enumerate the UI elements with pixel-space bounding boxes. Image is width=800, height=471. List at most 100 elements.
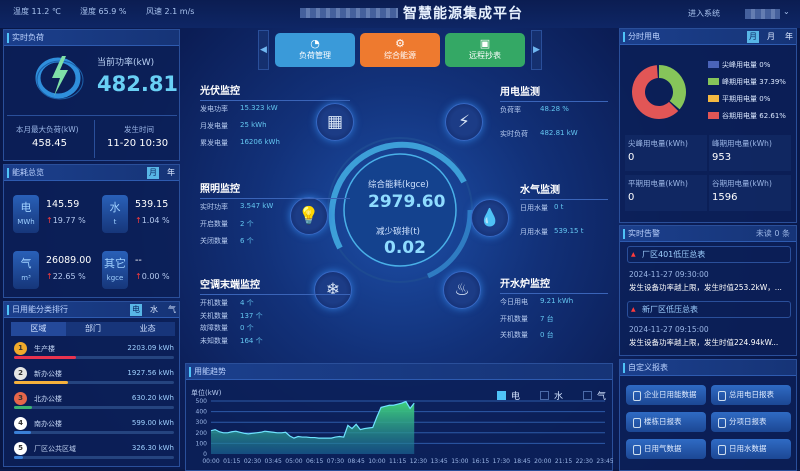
y-tick-label: 100	[196, 440, 208, 447]
x-tick-label: 01:15	[223, 458, 240, 465]
toggle-month[interactable]: 月	[147, 167, 159, 179]
overview-card[interactable]: 其它 kgce	[102, 251, 128, 289]
toggle-water[interactable]: 水	[150, 305, 158, 314]
tab-region[interactable]: 区域	[11, 322, 66, 336]
report-button[interactable]: 日用水数据	[711, 439, 791, 459]
enter-system-link[interactable]: 进入系统	[688, 9, 720, 18]
ranking-bar-fill	[14, 406, 32, 409]
power-value: 482.81	[97, 72, 179, 96]
toggle-month[interactable]: 月	[767, 32, 775, 41]
toggle-year[interactable]: 年	[785, 32, 793, 41]
monitor-label: 月发电量	[200, 122, 228, 130]
toggle-electric[interactable]: 电	[130, 304, 142, 316]
ranking-name: 厂区公共区域	[34, 445, 76, 453]
ranking-value: 1927.56 kWh	[127, 369, 174, 377]
tou-legend-item: 尖峰用电量 0%	[708, 60, 770, 70]
nav-next-button[interactable]: ▶	[531, 30, 542, 70]
unread-count[interactable]: 未读 0 条	[755, 229, 790, 238]
humidity: 湿度 65.9 %	[80, 7, 127, 16]
monitor-label: 开机数量	[500, 314, 528, 323]
x-tick-label: 12:30	[410, 458, 427, 465]
carbon-label: 减少碳排(t)	[376, 227, 420, 237]
alert-title[interactable]: 新厂区低压总表	[627, 301, 791, 318]
stat-value: 1596	[712, 192, 738, 203]
nav-prev-button[interactable]: ◀	[258, 30, 269, 70]
legend-pct: 62.61%	[759, 112, 786, 120]
toggle-day[interactable]: 月	[747, 31, 759, 43]
monitor-value: 15.323 kW	[240, 104, 278, 112]
card-name: 水	[109, 201, 121, 214]
toggle-gas[interactable]: 气	[168, 305, 176, 314]
alert-title[interactable]: 厂区401低压总表	[627, 246, 791, 263]
tab-department[interactable]: 部门	[85, 324, 101, 333]
tou-legend-item: 峰期用电量 37.39%	[708, 77, 786, 87]
energy-value: 2979.60	[368, 192, 446, 212]
water-monitor: 水气监测	[520, 181, 608, 200]
card-unit: kgce	[106, 274, 124, 282]
panel-title: 实时告警	[628, 229, 660, 238]
nav-button[interactable]: ▣ 远程抄表	[445, 33, 525, 67]
x-tick-label: 17:30	[493, 458, 510, 465]
ranking-value: 599.00 kWh	[131, 419, 174, 427]
panel-title: 能耗总览	[12, 168, 44, 177]
x-tick-label: 13:45	[430, 458, 447, 465]
toggle-year[interactable]: 年	[167, 168, 175, 177]
nav-button[interactable]: ⚙ 综合能源	[360, 33, 440, 67]
legend-checkbox[interactable]	[497, 391, 506, 400]
ranking-bar-fill	[14, 431, 31, 434]
legend-item[interactable]: 电	[497, 389, 520, 402]
legend-swatch	[708, 95, 719, 102]
ranking-value: 630.20 kWh	[131, 394, 174, 402]
ranking-bar-fill	[14, 356, 76, 359]
nav-button[interactable]: ◔ 负荷管理	[275, 33, 355, 67]
panel-title: 用能趋势	[186, 364, 612, 380]
monitor-value: 0 个	[240, 324, 254, 332]
legend-pct: 0%	[759, 95, 771, 103]
carbon-value: 0.02	[384, 238, 426, 258]
change-value: 1.04 %	[141, 216, 170, 225]
monitor-label: 开启数量	[200, 220, 228, 228]
overview-card[interactable]: 电 MWh	[13, 195, 39, 233]
legend-item[interactable]: 水	[540, 389, 563, 402]
report-button[interactable]: 分项日报表	[711, 412, 791, 432]
overview-card[interactable]: 气 m³	[13, 251, 39, 289]
monitor-value: 16206 kWh	[240, 138, 280, 146]
report-button[interactable]: 楼栋日报表	[626, 412, 706, 432]
monitor-label: 关机数量	[500, 331, 528, 339]
ranking-name: 生产楼	[34, 345, 55, 353]
legend-checkbox[interactable]	[583, 391, 592, 400]
monitor-value: 2 个	[240, 220, 254, 228]
tou-stat: 谷期用电量(kWh) 1596	[709, 175, 791, 211]
legend-checkbox[interactable]	[540, 391, 549, 400]
panel-title: 实时负荷	[4, 30, 179, 46]
chevron-down-icon[interactable]: ⌄	[783, 7, 790, 16]
report-button[interactable]: 企业日用能数据	[626, 385, 706, 405]
stat-label: 峰期用电量(kWh)	[712, 139, 772, 148]
tou-donut-chart	[632, 65, 686, 119]
monitor-label: 累发电量	[200, 139, 228, 147]
overview-change: ↑1.04 %	[135, 216, 170, 225]
boiler-icon: ♨	[443, 271, 481, 309]
monitor-label: 今日用电	[500, 298, 528, 306]
stat-label: 谷期用电量(kWh)	[712, 179, 772, 188]
x-tick-label: 21:15	[555, 458, 572, 465]
x-tick-label: 10:00	[368, 458, 385, 465]
alert-time: 2024-11-27 09:15:00	[629, 325, 709, 334]
monitor-label: 故障数量	[200, 324, 228, 332]
tou-panel: 分时用电 月 月 年 尖峰用电量 0% 峰期用电量 37.39% 平期用电量 0% 谷…	[619, 28, 797, 223]
panel-title: 自定义报表	[620, 360, 796, 376]
report-button[interactable]: 总用电日报表	[711, 385, 791, 405]
legend-item[interactable]: 气	[583, 389, 606, 402]
tab-business[interactable]: 业态	[139, 324, 156, 333]
energy-overview-panel: 能耗总览 月 年 电 MWh 145.59 ↑19.77 % 水 t 539.15 ↑…	[3, 164, 180, 298]
x-tick-label: 06:15	[306, 458, 323, 465]
report-button[interactable]: 日用气数据	[626, 439, 706, 459]
user-menu[interactable]	[745, 9, 780, 19]
tou-stat: 尖峰用电量(kWh) 0	[625, 135, 707, 171]
ranking-value: 326.30 kWh	[131, 444, 174, 452]
monitor-title: 用电监测	[500, 87, 540, 98]
monitor-label: 月用水量	[520, 228, 548, 236]
nav-button-label: 负荷管理	[299, 51, 331, 60]
lightning-icon	[35, 56, 84, 100]
